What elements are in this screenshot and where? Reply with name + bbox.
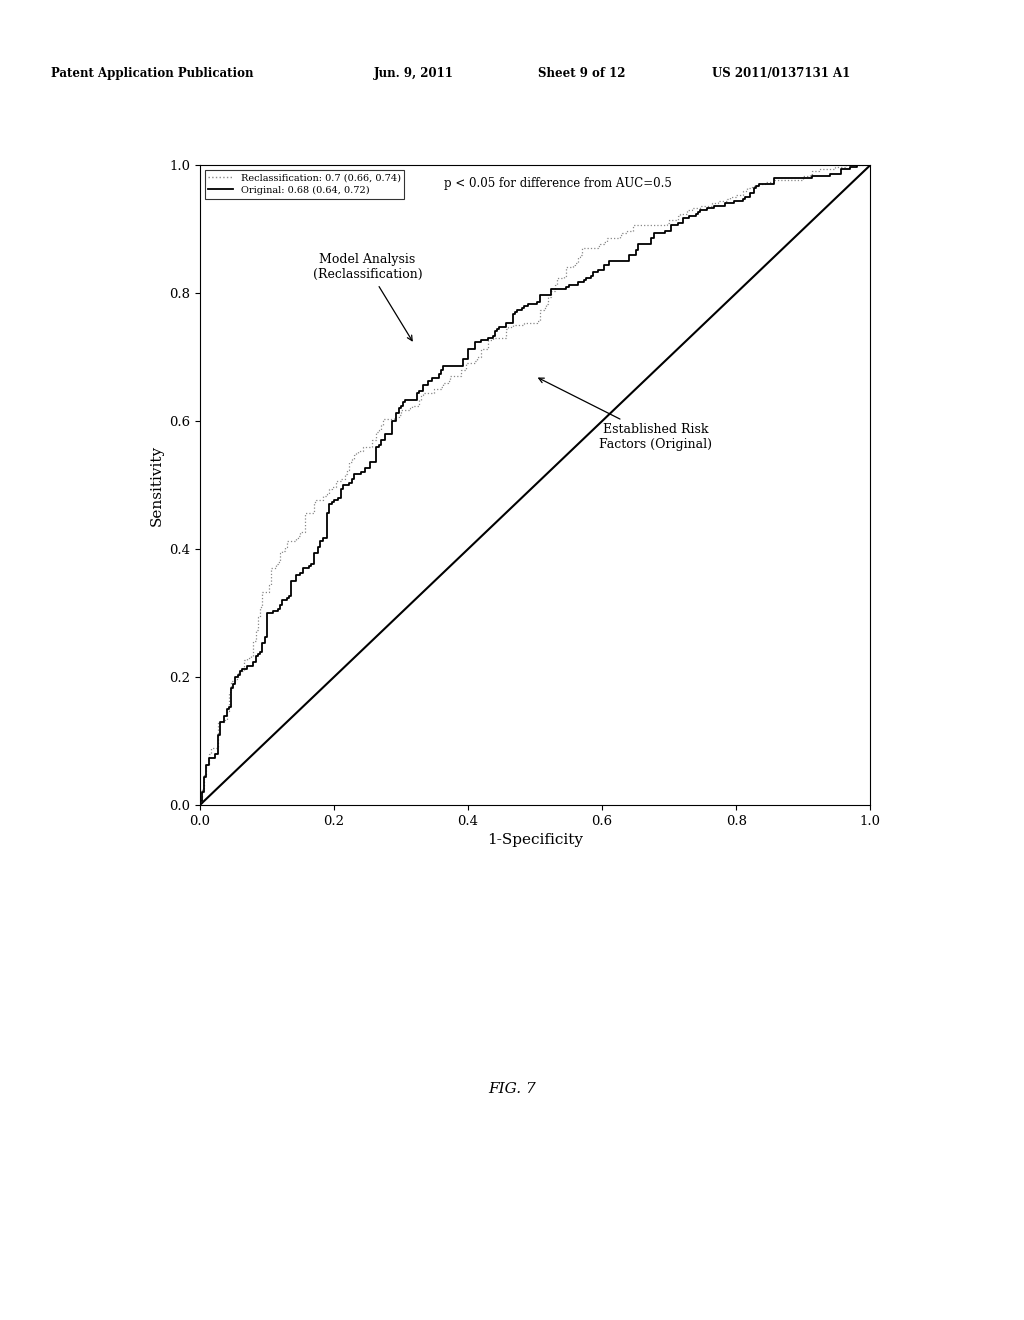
Reclassification: 0.7 (0.66, 0.74): (0.17, 0.463): 0.7 (0.66, 0.74): (0.17, 0.463)	[307, 500, 319, 516]
Original: 0.68 (0.64, 0.72): (0.357, 0.673): 0.68 (0.64, 0.72): (0.357, 0.673)	[433, 366, 445, 381]
Reclassification: 0.7 (0.66, 0.74): (0, 0): 0.7 (0.66, 0.74): (0, 0)	[194, 797, 206, 813]
Text: Model Analysis
(Reclassification): Model Analysis (Reclassification)	[312, 253, 422, 341]
Original: 0.68 (0.64, 0.72): (0.42, 0.723): 0.68 (0.64, 0.72): (0.42, 0.723)	[475, 334, 487, 350]
Reclassification: 0.7 (0.66, 0.74): (0.43, 0.713): 0.7 (0.66, 0.74): (0.43, 0.713)	[482, 341, 495, 356]
Original: 0.68 (0.64, 0.72): (0.98, 1): 0.68 (0.64, 0.72): (0.98, 1)	[851, 157, 863, 173]
X-axis label: 1-Specificity: 1-Specificity	[487, 833, 583, 847]
Reclassification: 0.7 (0.66, 0.74): (0.84, 0.97): 0.7 (0.66, 0.74): (0.84, 0.97)	[757, 177, 769, 193]
Y-axis label: Sensitivity: Sensitivity	[150, 445, 163, 525]
Reclassification: 0.7 (0.66, 0.74): (0.543, 0.827): 0.7 (0.66, 0.74): (0.543, 0.827)	[558, 268, 570, 284]
Legend: Reclassification: 0.7 (0.66, 0.74), Original: 0.68 (0.64, 0.72): Reclassification: 0.7 (0.66, 0.74), Orig…	[205, 170, 404, 199]
Original: 0.68 (0.64, 0.72): (0.557, 0.813): 0.68 (0.64, 0.72): (0.557, 0.813)	[567, 277, 580, 293]
Line: Original: 0.68 (0.64, 0.72): Original: 0.68 (0.64, 0.72)	[200, 165, 870, 805]
Original: 0.68 (0.64, 0.72): (0, 0): 0.68 (0.64, 0.72): (0, 0)	[194, 797, 206, 813]
Original: 0.68 (0.64, 0.72): (1, 1): 0.68 (0.64, 0.72): (1, 1)	[864, 157, 877, 173]
Reclassification: 0.7 (0.66, 0.74): (0.963, 1): 0.7 (0.66, 0.74): (0.963, 1)	[840, 157, 852, 173]
Text: Patent Application Publication: Patent Application Publication	[51, 67, 254, 81]
Text: FIG. 7: FIG. 7	[488, 1082, 536, 1096]
Text: Jun. 9, 2011: Jun. 9, 2011	[374, 67, 454, 81]
Text: Sheet 9 of 12: Sheet 9 of 12	[538, 67, 625, 81]
Reclassification: 0.7 (0.66, 0.74): (0.37, 0.66): 0.7 (0.66, 0.74): (0.37, 0.66)	[441, 375, 454, 391]
Original: 0.68 (0.64, 0.72): (0.687, 0.893): 0.68 (0.64, 0.72): (0.687, 0.893)	[654, 226, 667, 242]
Text: Established Risk
Factors (Original): Established Risk Factors (Original)	[539, 378, 713, 451]
Text: p < 0.05 for difference from AUC=0.5: p < 0.05 for difference from AUC=0.5	[444, 177, 673, 190]
Original: 0.68 (0.64, 0.72): (0.84, 0.97): 0.68 (0.64, 0.72): (0.84, 0.97)	[757, 177, 769, 193]
Reclassification: 0.7 (0.66, 0.74): (1, 1): 0.7 (0.66, 0.74): (1, 1)	[864, 157, 877, 173]
Text: US 2011/0137131 A1: US 2011/0137131 A1	[712, 67, 850, 81]
Line: Reclassification: 0.7 (0.66, 0.74): Reclassification: 0.7 (0.66, 0.74)	[200, 165, 870, 805]
Original: 0.68 (0.64, 0.72): (0.19, 0.443): 0.68 (0.64, 0.72): (0.19, 0.443)	[321, 513, 333, 529]
Reclassification: 0.7 (0.66, 0.74): (0.673, 0.907): 0.7 (0.66, 0.74): (0.673, 0.907)	[645, 216, 657, 232]
